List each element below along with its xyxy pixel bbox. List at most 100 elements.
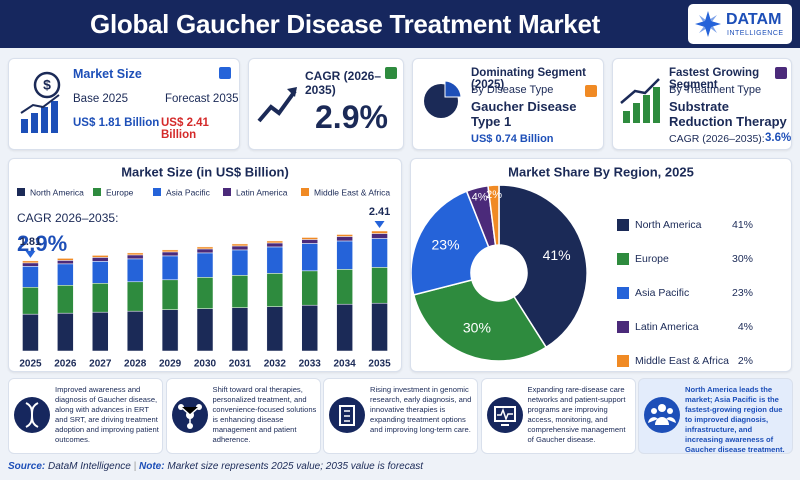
insight-card: Improved awareness and diagnosis of Gauc… [8, 378, 163, 454]
insight-text: Rising investment in genomic research, e… [370, 385, 472, 434]
x-tick-label: 2034 [334, 359, 357, 370]
insight-text: Shift toward oral therapies, personalize… [212, 385, 317, 444]
slice-label: 4% [472, 191, 488, 203]
legend-swatch [617, 321, 629, 333]
legend-label: North America [30, 187, 84, 197]
legend-value: 30% [732, 253, 753, 265]
bar-segment [336, 303, 353, 352]
legend-value: 2% [738, 355, 753, 367]
x-tick-label: 2033 [299, 359, 322, 370]
bar-segment [231, 243, 249, 247]
legend-value: 23% [732, 287, 753, 299]
card-subtitle: By Disease Type [471, 84, 554, 96]
bar-segment [161, 309, 179, 352]
insight-icon [486, 397, 523, 433]
legend-swatch [301, 188, 309, 196]
card-marker [385, 67, 397, 79]
cagr-card: CAGR (2026–2035) 2.9% [248, 58, 404, 150]
slice-label: 2% [486, 189, 502, 201]
icon-glyph [648, 404, 676, 425]
x-tick-label: 2035 [368, 359, 391, 370]
forecast-label: Forecast 2035 [165, 93, 239, 105]
insight-text: Expanding rare-disease care networks and… [527, 385, 626, 444]
bar-segment [161, 255, 179, 281]
bar-segment [22, 313, 39, 352]
bar-segment [371, 302, 388, 352]
bar-segment [301, 237, 318, 240]
icon-glyph [493, 406, 516, 426]
pie-panel: Market Share By Region, 2025 41% 30% 23% 4% 2… [410, 158, 792, 372]
bar-segment [336, 236, 353, 242]
insight-card: Expanding rare-disease care networks and… [480, 378, 636, 454]
forecast-value: US$ 2.41 Billion [161, 117, 209, 141]
segment-name: Substrate Reduction Therapy [669, 99, 787, 129]
legend-value: 4% [738, 321, 753, 333]
label-pointer [25, 250, 36, 258]
cagr-value: 2.9% [315, 99, 388, 135]
slice-label: 30% [463, 319, 491, 335]
legend-label: Asia Pacific [635, 287, 689, 299]
legend-swatch [93, 188, 101, 196]
slice-label: 23% [432, 236, 460, 252]
header-bar [0, 0, 800, 48]
bar-segment [92, 261, 109, 284]
bar-segment [126, 254, 144, 260]
card-icon [424, 80, 462, 118]
svg-text:$: $ [43, 77, 51, 93]
pie-slice [410, 190, 490, 296]
note: Market size represents 2025 value; 2035 … [167, 461, 424, 472]
bar-segment [266, 273, 284, 307]
legend-label: North America [635, 219, 702, 231]
bar-segment [22, 287, 39, 315]
bar-segment [57, 312, 74, 352]
bar-segment [336, 234, 353, 237]
legend-swatch [223, 188, 231, 196]
legend-label: Latin America [635, 321, 699, 333]
logo-name: DATAM [726, 11, 782, 28]
bar-segment [126, 258, 144, 283]
bar-segment [196, 308, 214, 352]
legend-swatch [617, 287, 629, 299]
cagr-label: CAGR 2026–2035: [17, 211, 118, 225]
card-title: CAGR (2026–2035) [305, 69, 382, 97]
chart: Market Size (in US$ Billion) North Americ… [17, 164, 391, 370]
insight-icon [644, 397, 680, 433]
bar-segment [161, 279, 179, 310]
bar-segment [161, 251, 179, 257]
icon-glyph [339, 405, 355, 426]
label-pointer [374, 221, 385, 228]
legend-label: Europe [106, 187, 134, 197]
segment-name: Gaucher Disease Type 1 [471, 99, 577, 129]
bar-segment [371, 230, 388, 234]
bar-segment [231, 249, 249, 276]
icon-glyph [177, 404, 202, 429]
insight-text: North America leads the market; Asia Pac… [685, 385, 785, 454]
footer: Source: DataM Intelligence | Note: Marke… [8, 461, 424, 472]
bar-segment [22, 266, 39, 288]
bar-segment [371, 238, 388, 268]
bar-segment [371, 233, 388, 239]
bar-segment [301, 304, 318, 352]
chart-title: Market Share By Region, 2025 [508, 164, 694, 179]
data-label: 2.41 [369, 206, 390, 218]
x-tick-label: 2026 [54, 359, 77, 370]
x-tick-label: 2029 [159, 359, 182, 370]
bar-segment [301, 270, 318, 306]
legend-label: Asia Pacific [166, 187, 211, 197]
bar-segment [22, 262, 39, 267]
slice-label: 41% [543, 247, 571, 263]
source-label: Source: [8, 461, 46, 472]
bar-segment [266, 246, 284, 274]
x-tick-label: 2032 [264, 359, 287, 370]
bar-panel: Market Size (in US$ Billion) North Americ… [8, 158, 402, 372]
bar-segment [231, 245, 249, 251]
bar-segment [196, 252, 214, 278]
legend-swatch [617, 253, 629, 265]
insight-icon [171, 397, 208, 433]
segment-card: Dominating Segment (2025) By Disease Typ… [412, 58, 604, 150]
metric-label: CAGR (2026–2035): [669, 133, 765, 145]
legend-swatch [153, 188, 161, 196]
bar-segment [231, 275, 249, 308]
x-tick-label: 2027 [89, 359, 112, 370]
